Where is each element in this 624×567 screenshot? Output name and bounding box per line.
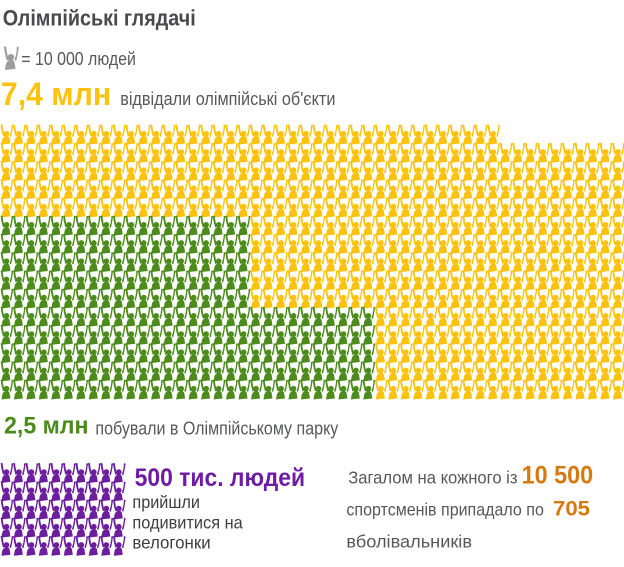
svg-text:відвідали олімпійські об'єкти: відвідали олімпійські об'єкти <box>120 89 335 109</box>
svg-text:подивитися на: подивитися на <box>132 512 243 532</box>
svg-text:вболівальників: вболівальників <box>346 531 472 551</box>
svg-text:705: 705 <box>553 498 590 521</box>
svg-text:спортсменів припадало по: спортсменів припадало по <box>346 500 544 520</box>
svg-text:побували в Олімпійському парку: побували в Олімпійському парку <box>95 418 338 438</box>
svg-text:500 тис. людей: 500 тис. людей <box>135 464 306 492</box>
svg-text:Загалом на кожного із: Загалом на кожного із <box>348 467 517 487</box>
svg-text:7,4 млн: 7,4 млн <box>1 76 111 112</box>
svg-text:прийшли: прийшли <box>132 492 200 512</box>
svg-text:велогонки: велогонки <box>132 532 210 552</box>
svg-text:= 10 000 людей: = 10 000 людей <box>21 49 136 69</box>
svg-text:Олімпійські глядачі: Олімпійські глядачі <box>3 5 196 30</box>
svg-text:10 500: 10 500 <box>522 462 594 489</box>
svg-text:2,5 млн: 2,5 млн <box>4 412 89 439</box>
